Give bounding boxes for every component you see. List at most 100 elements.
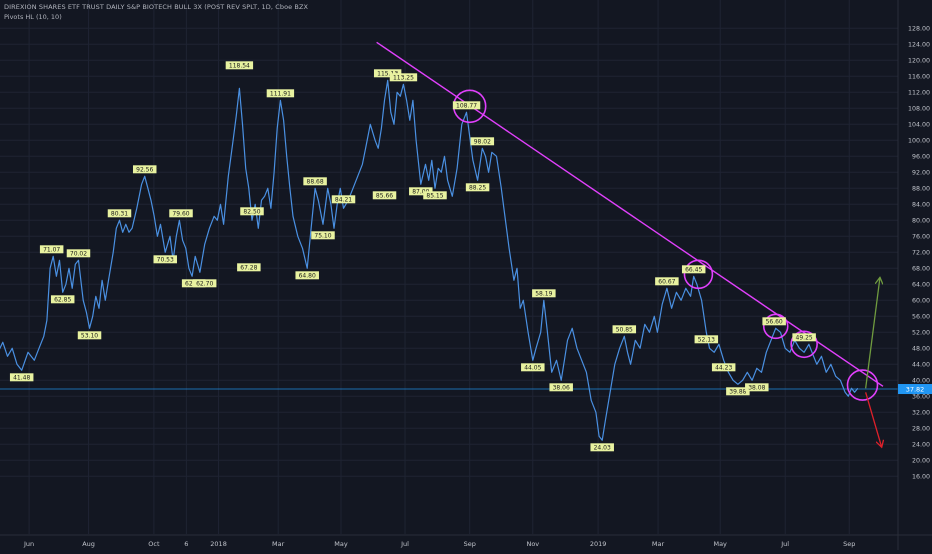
pivot-label-bg — [9, 373, 34, 382]
y-tick-label: 72.00 — [912, 250, 930, 257]
y-tick-label: 104.00 — [908, 122, 930, 129]
y-tick-label: 56.00 — [912, 314, 930, 321]
highlight-circle-5[interactable] — [846, 369, 879, 401]
pivot-label-bg — [792, 333, 816, 342]
pivot-label-text: 88.25 — [469, 185, 486, 192]
pivot-label-bg — [39, 245, 64, 254]
pivot-label-text: 70.02 — [70, 251, 87, 258]
pivot-label: 62.85 — [50, 295, 75, 304]
pivot-label-text: 38.08 — [748, 385, 765, 392]
pivot-label-text: 49.25 — [796, 335, 813, 342]
pivot-label-bg — [50, 295, 75, 304]
pivot-label-text: 52.13 — [698, 337, 715, 344]
pivot-label-bg — [694, 335, 719, 344]
pivot-label: 85.66 — [372, 191, 397, 200]
current-price-label: 37.82 — [906, 385, 925, 393]
highlight-circle-2[interactable] — [683, 259, 714, 290]
price-series-line[interactable] — [0, 79, 859, 441]
pivot-label: 85.15 — [423, 191, 447, 200]
x-tick-label: 2019 — [590, 540, 607, 548]
pivot-label-bg — [726, 387, 750, 396]
pivot-label-bg — [311, 231, 335, 240]
pivot-label-text: 113.25 — [393, 75, 414, 82]
pivot-label: 38.06 — [549, 383, 573, 392]
pivot-label: 52.13 — [694, 335, 719, 344]
trendline-layer — [376, 41, 884, 387]
pivot-label-text: 24.03 — [594, 445, 611, 452]
pivot-label: 75.10 — [311, 231, 335, 240]
x-tick-label: Oct — [148, 540, 160, 548]
pivot-label-bg — [549, 383, 573, 392]
pivot-label-text: 70.53 — [157, 257, 174, 264]
pivot-label-bg — [470, 137, 495, 146]
y-tick-label: 52.00 — [912, 330, 930, 337]
indicator-legend[interactable]: Pivots HL (10, 10) — [4, 13, 62, 21]
pivot-label-bg — [66, 249, 91, 258]
arrow-down[interactable] — [865, 392, 882, 446]
current-price-badge[interactable] — [898, 384, 932, 395]
pivot-label: 82.50 — [240, 207, 264, 216]
pivot-label: 64.80 — [295, 271, 319, 280]
y-tick-label: 88.00 — [912, 186, 930, 193]
pivot-label-bg — [372, 191, 397, 200]
pivot-label-bg — [745, 383, 769, 392]
pivot-label-text: 62.85 — [54, 297, 71, 304]
pivot-label-text: 71.07 — [43, 247, 60, 254]
y-tick-label: 76.00 — [912, 234, 930, 241]
pivot-label-text: 98.02 — [474, 139, 491, 146]
y-tick-label: 124.00 — [908, 42, 930, 49]
pivot-label-bg — [266, 89, 295, 98]
y-tick-label: 96.00 — [912, 154, 930, 161]
y-tick-label: 40.00 — [912, 378, 930, 385]
x-tick-label: Jul — [780, 540, 789, 548]
pivot-label-bg — [132, 165, 157, 174]
pivot-label-text: 84.21 — [335, 197, 352, 204]
pivot-label-text: 80.31 — [111, 211, 128, 218]
pivot-label-bg — [590, 443, 614, 452]
pivot-label-text: 108.77 — [456, 103, 477, 110]
pivot-label: 39.88 — [726, 387, 750, 396]
x-tick-label: Sep — [464, 540, 476, 548]
pivot-label-bg — [107, 209, 132, 218]
pivot-label-bg — [225, 61, 254, 70]
highlight-circle-4[interactable] — [790, 330, 818, 359]
trendline[interactable] — [376, 41, 884, 387]
x-tick-label: Sep — [843, 540, 855, 548]
pivot-label: 71.07 — [39, 245, 64, 254]
arrow-up[interactable] — [865, 278, 880, 389]
pivot-label: 88.68 — [303, 177, 327, 186]
pivot-label: 53.10 — [77, 331, 102, 340]
pivot-label-text: 39.88 — [729, 389, 746, 396]
y-tick-label: 64.00 — [912, 282, 930, 289]
annotation-circles — [452, 89, 879, 401]
chart-title: DIREXION SHARES ETF TRUST DAILY S&P BIOT… — [4, 3, 309, 11]
pivot-label-bg — [389, 73, 418, 82]
pivot-label-bg — [77, 331, 102, 340]
pivot-label: 58.19 — [532, 289, 556, 298]
x-tick-label: Jul — [400, 540, 409, 548]
pivot-label-text: 66.45 — [685, 267, 702, 274]
y-tick-label: 24.00 — [912, 442, 930, 449]
pivot-label-text: 60.67 — [658, 279, 675, 286]
pivot-label-bg — [409, 187, 433, 196]
pivot-label-bg — [331, 195, 356, 204]
x-tick-label: 6 — [184, 540, 188, 548]
highlight-circle-3[interactable] — [762, 313, 789, 340]
x-tick-label: Aug — [82, 540, 95, 548]
x-tick-label: Nov — [526, 540, 539, 548]
y-tick-label: 32.00 — [912, 410, 930, 417]
pivot-label-bg — [655, 277, 679, 286]
pivot-label-bg — [681, 265, 706, 274]
pivot-label: 118.54 — [225, 61, 254, 70]
y-tick-label: 16.00 — [912, 474, 930, 481]
pivot-label: 44.05 — [521, 363, 545, 372]
pivot-label: 60.67 — [655, 277, 679, 286]
pivot-label-text: 58.19 — [535, 291, 552, 298]
pivot-label-text: 82.50 — [243, 209, 260, 216]
y-tick-label: 44.00 — [912, 362, 930, 369]
pivot-label-text: 115.13 — [377, 71, 398, 78]
y-tick-label: 100.00 — [908, 138, 930, 145]
